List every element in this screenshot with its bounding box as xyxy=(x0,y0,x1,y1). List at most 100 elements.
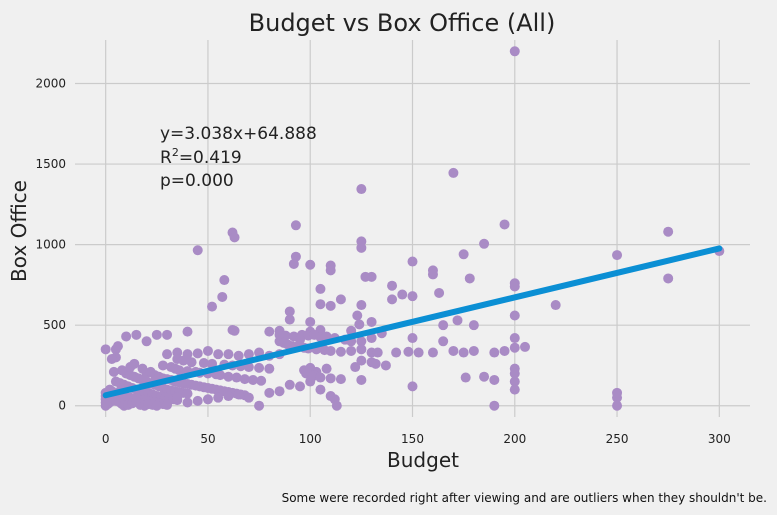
data-point xyxy=(468,345,479,356)
r-squared-value: =0.419 xyxy=(179,148,242,168)
data-point xyxy=(284,314,295,325)
data-point xyxy=(223,391,234,402)
data-point xyxy=(288,258,299,269)
data-point xyxy=(509,384,520,395)
data-point xyxy=(335,374,346,385)
data-point xyxy=(192,395,203,406)
data-point xyxy=(380,360,391,371)
data-point xyxy=(366,333,377,344)
data-point xyxy=(397,289,408,300)
data-point xyxy=(460,372,471,383)
data-point xyxy=(438,336,449,347)
x-axis-label: Budget xyxy=(387,448,459,472)
data-point xyxy=(239,374,250,385)
data-point xyxy=(121,331,132,342)
data-point xyxy=(360,271,371,282)
tick-labels: 0 50 100 150 200 250 300 0 500 1000 1500 2000 xyxy=(35,77,730,447)
data-point xyxy=(151,329,162,340)
grid xyxy=(75,40,750,417)
data-point xyxy=(162,329,173,340)
y-tick-label: 0 xyxy=(58,399,66,413)
regression-equation: y=3.038x+64.888 xyxy=(160,124,317,144)
data-point xyxy=(186,357,197,368)
x-tick-label: 0 xyxy=(102,432,110,446)
data-point xyxy=(663,226,674,237)
data-point xyxy=(141,336,152,347)
data-point xyxy=(366,316,377,327)
data-point xyxy=(264,363,275,374)
data-point xyxy=(350,362,361,373)
data-point xyxy=(370,358,381,369)
data-point xyxy=(264,387,275,398)
data-point xyxy=(207,301,218,312)
data-point xyxy=(174,365,185,376)
data-point xyxy=(295,334,305,345)
data-point xyxy=(468,320,479,331)
x-tick-label: 300 xyxy=(708,432,731,446)
data-point xyxy=(489,400,500,411)
data-point xyxy=(274,386,285,397)
data-point xyxy=(217,291,228,302)
data-point xyxy=(509,376,520,387)
data-point xyxy=(438,320,449,331)
data-point xyxy=(391,347,402,358)
y-tick-label: 1500 xyxy=(35,157,66,171)
data-point xyxy=(182,397,193,408)
data-point xyxy=(108,366,119,377)
data-point xyxy=(499,219,510,230)
x-tick-label: 200 xyxy=(503,432,526,446)
data-point xyxy=(290,220,301,231)
data-point xyxy=(403,346,414,357)
data-point xyxy=(509,368,520,379)
data-point xyxy=(112,341,123,352)
data-point xyxy=(356,344,367,355)
data-point xyxy=(520,341,530,352)
data-point xyxy=(509,333,520,344)
data-point xyxy=(509,310,520,321)
data-point xyxy=(387,280,398,291)
data-point xyxy=(479,371,490,382)
data-point xyxy=(295,381,305,392)
fit-line-group xyxy=(102,245,723,399)
data-point xyxy=(479,238,490,249)
data-point xyxy=(213,392,224,403)
data-point xyxy=(229,232,240,243)
data-point xyxy=(117,365,128,376)
data-point xyxy=(434,287,445,298)
data-point xyxy=(413,347,424,358)
data-point xyxy=(229,325,240,336)
data-point xyxy=(315,384,326,395)
data-point xyxy=(223,371,234,382)
data-point xyxy=(356,355,367,366)
data-point xyxy=(110,395,121,406)
data-point xyxy=(202,394,213,405)
data-point xyxy=(305,259,316,270)
data-point xyxy=(284,379,295,390)
y-tick-label: 2000 xyxy=(35,77,66,91)
data-point xyxy=(305,376,316,387)
data-point xyxy=(192,245,203,256)
data-point xyxy=(202,345,213,356)
data-point xyxy=(131,329,142,340)
data-point xyxy=(254,400,265,411)
data-point xyxy=(213,349,224,360)
data-point xyxy=(335,346,346,357)
chart-title: Budget vs Box Office (All) xyxy=(249,9,556,37)
data-point xyxy=(198,358,209,369)
data-point xyxy=(452,315,463,326)
data-point xyxy=(172,392,183,403)
data-point xyxy=(264,326,275,337)
r-squared: R2=0.419 xyxy=(160,146,242,168)
data-point xyxy=(162,349,173,360)
data-point xyxy=(325,265,336,276)
data-point xyxy=(612,250,623,261)
data-point xyxy=(663,273,674,284)
data-point xyxy=(356,242,367,253)
data-point xyxy=(448,167,459,178)
x-tick-label: 250 xyxy=(606,432,629,446)
regression-annotation: y=3.038x+64.888 R2=0.419 p=0.000 xyxy=(160,124,317,191)
data-point xyxy=(192,348,203,359)
data-point xyxy=(233,350,244,361)
data-point xyxy=(100,344,111,355)
